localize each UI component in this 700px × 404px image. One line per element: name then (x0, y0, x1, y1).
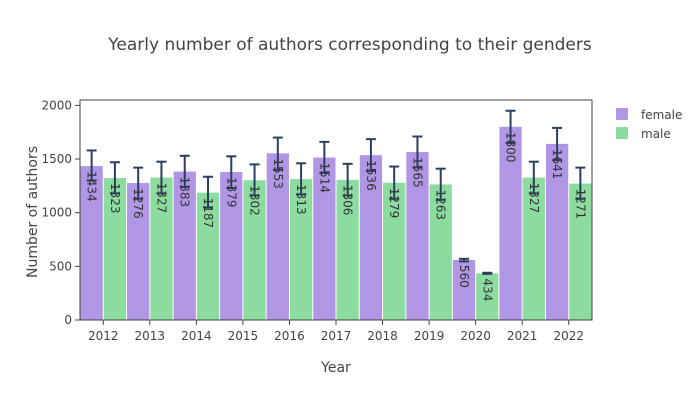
bar-female-2019 (406, 152, 429, 320)
bar-female-2012 (80, 166, 103, 320)
chart-title: Yearly number of authors corresponding t… (107, 35, 592, 55)
bar-male-2022 (569, 183, 592, 320)
bar-male-2020 (476, 273, 499, 320)
bar-male-2016 (289, 179, 313, 320)
data-label-female-2019: 1565 (410, 157, 424, 188)
x-tick-label-2020: 2020 (460, 329, 491, 343)
x-tick-label-2015: 2015 (228, 329, 259, 343)
x-tick-label-2022: 2022 (553, 329, 584, 343)
legend-label-female: female (641, 108, 682, 122)
error-bar-male-2012 (109, 161, 120, 195)
error-bar-male-2020 (482, 271, 493, 275)
data-label-female-2012: 1434 (85, 171, 99, 202)
x-tick-label-2016: 2016 (274, 329, 305, 343)
x-tick-label-2014: 2014 (181, 329, 212, 343)
x-tick-label-2018: 2018 (367, 329, 398, 343)
data-label-female-2022: 1641 (550, 149, 564, 180)
bar-female-2014 (173, 171, 196, 320)
error-bar-female-2019 (412, 135, 423, 169)
data-label-male-2019: 1263 (434, 189, 448, 220)
error-bar-female-2020 (459, 257, 469, 263)
error-bar-male-2015 (249, 163, 260, 197)
bar-male-2012 (103, 178, 127, 320)
bar-female-2021 (499, 126, 522, 320)
x-tick-label-2019: 2019 (414, 329, 445, 343)
legend-label-male: male (641, 127, 671, 141)
error-bar-male-2019 (435, 167, 446, 201)
data-label-female-2016: 1553 (271, 158, 285, 189)
data-label-female-2015: 1379 (224, 177, 238, 208)
data-label-female-2018: 1536 (364, 160, 378, 191)
x-tick-label-2017: 2017 (321, 329, 352, 343)
bar-female-2017 (313, 157, 336, 320)
data-label-male-2015: 1302 (248, 185, 262, 216)
y-axis: 0 500 1000 1500 2000 (41, 98, 80, 327)
data-label-male-2014: 1187 (201, 198, 215, 229)
error-bar-male-2014 (203, 175, 213, 209)
data-label-female-2017: 1514 (317, 163, 331, 194)
bar-female-2020 (452, 259, 476, 320)
error-bar-female-2017 (319, 140, 330, 174)
error-bar-female-2022 (552, 126, 563, 162)
y-axis-title: Number of authors (25, 146, 41, 278)
bar-female-2018 (359, 155, 383, 320)
error-bar-female-2016 (272, 136, 283, 171)
legend-item-female[interactable]: female (616, 108, 682, 122)
error-bar-male-2013 (156, 160, 167, 195)
bar-female-2015 (220, 172, 243, 320)
x-tick-label-2013: 2013 (135, 329, 166, 343)
legend: female male (616, 108, 682, 141)
bar-male-2017 (336, 179, 359, 320)
error-bar-male-2018 (389, 165, 400, 200)
x-axis: 2012 2013 2014 2015 2016 2017 2018 2019 2020 2021… (88, 320, 584, 343)
bar-female-2022 (545, 143, 569, 320)
error-bar-male-2016 (296, 162, 307, 196)
data-label-male-2021: 1327 (527, 183, 541, 214)
error-bar-female-2021 (505, 109, 516, 144)
y-tick-label-500: 500 (49, 259, 72, 273)
x-axis-title: Year (320, 360, 351, 376)
error-bar-male-2022 (575, 166, 586, 200)
plot-area: 1434 1276 1383 1379 1553 1514 1536 1565 560 1800 1… (79, 99, 593, 321)
y-tick-label-0: 0 (64, 313, 72, 327)
data-label-male-2020: 434 (480, 278, 494, 301)
data-label-male-2016: 1313 (294, 184, 308, 215)
legend-swatch-female (616, 108, 628, 120)
bar-male-2021 (522, 177, 545, 320)
data-label-female-2020: 560 (457, 265, 471, 288)
bar-male-2013 (150, 177, 173, 320)
bar-male-2014 (196, 192, 220, 320)
data-label-male-2013: 1327 (154, 183, 168, 214)
bar-male-2019 (429, 184, 452, 320)
bar-female-2016 (266, 153, 289, 320)
y-tick-label-1500: 1500 (41, 152, 72, 166)
data-label-male-2022: 1271 (573, 189, 587, 220)
data-label-male-2012: 1323 (108, 183, 122, 214)
data-label-male-2018: 1279 (387, 188, 401, 219)
bar-female-2013 (127, 183, 150, 320)
legend-swatch-male (616, 127, 628, 139)
bar-male-2018 (383, 182, 406, 320)
error-bar-female-2012 (86, 149, 97, 182)
data-label-female-2021: 1800 (504, 132, 518, 163)
error-bar-female-2014 (179, 154, 190, 188)
x-tick-label-2012: 2012 (88, 329, 119, 343)
error-bar-male-2021 (528, 160, 539, 195)
error-bar-male-2017 (342, 162, 353, 197)
data-label-female-2014: 1383 (178, 177, 192, 208)
error-bar-female-2018 (365, 138, 376, 172)
bar-male-2015 (243, 180, 266, 320)
error-bar-female-2015 (226, 155, 237, 189)
y-tick-label-1000: 1000 (41, 206, 72, 220)
data-label-female-2013: 1276 (131, 188, 145, 219)
data-label-male-2017: 1306 (341, 185, 355, 216)
x-tick-label-2021: 2021 (507, 329, 538, 343)
error-bar-female-2013 (133, 166, 144, 200)
legend-item-male[interactable]: male (616, 127, 671, 141)
y-tick-label-2000: 2000 (41, 98, 72, 112)
